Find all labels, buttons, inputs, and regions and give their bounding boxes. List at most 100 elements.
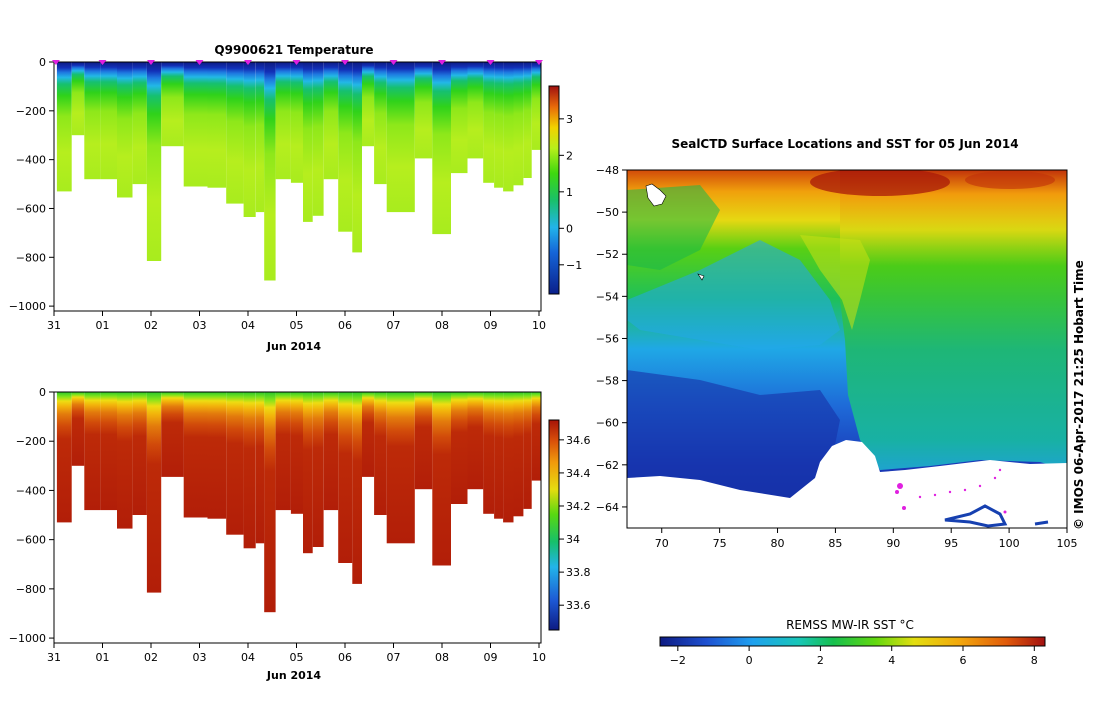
profile-column bbox=[303, 392, 313, 554]
profile-column bbox=[255, 62, 265, 213]
profile-column bbox=[312, 62, 324, 216]
x-tick-label: 31 bbox=[47, 319, 61, 332]
y-tick-label: −800 bbox=[16, 583, 46, 596]
profile-marker bbox=[244, 60, 252, 65]
profile-column bbox=[226, 392, 244, 535]
profile-column bbox=[338, 392, 353, 563]
x-tick-label: 07 bbox=[387, 319, 401, 332]
profile-column bbox=[467, 392, 484, 490]
colorbar-tick-label: 3 bbox=[566, 113, 573, 126]
colorbar-tick-label: 33.8 bbox=[566, 566, 591, 579]
map-y-axis: −48 −50 −52 −54 −56 −58 −60 −62 −64 bbox=[596, 164, 627, 514]
x-tick-label: 06 bbox=[338, 651, 352, 664]
colorbar-tick-label: 2 bbox=[566, 149, 573, 162]
profile-column bbox=[362, 62, 375, 147]
colorbar-tick-label: 34.4 bbox=[566, 467, 591, 480]
profile-column bbox=[207, 392, 227, 519]
temperature-x-label: Jun 2014 bbox=[266, 340, 322, 353]
salinity-x-label: Jun 2014 bbox=[266, 669, 322, 682]
profile-column bbox=[523, 62, 532, 178]
map-y-tick-label: −60 bbox=[596, 417, 619, 430]
profile-column bbox=[290, 62, 303, 183]
y-tick-label: −400 bbox=[16, 484, 46, 497]
profile-column bbox=[117, 62, 133, 198]
profile-column bbox=[352, 392, 362, 584]
x-tick-label: 07 bbox=[387, 651, 401, 664]
temperature-title: Q9900621 Temperature bbox=[214, 43, 373, 57]
map-x-tick-label: 90 bbox=[886, 537, 900, 550]
map-y-tick-label: −58 bbox=[596, 375, 619, 388]
profile-markers bbox=[51, 60, 543, 65]
profile-column bbox=[132, 62, 147, 185]
colorbar-tick-label: 34 bbox=[566, 533, 580, 546]
x-tick-label: 04 bbox=[241, 319, 255, 332]
y-tick-label: −200 bbox=[16, 435, 46, 448]
profile-column bbox=[323, 392, 339, 511]
profile-column bbox=[84, 62, 101, 180]
salinity-profiles bbox=[56, 392, 541, 613]
profile-column bbox=[451, 392, 468, 504]
profile-column bbox=[362, 392, 375, 477]
x-tick-label: 05 bbox=[290, 319, 304, 332]
sst-colorbar-tick-label: −2 bbox=[670, 654, 686, 667]
profile-column bbox=[275, 62, 291, 180]
profile-column bbox=[338, 62, 353, 232]
sst-colorbar-ticks: −2 0 2 4 6 8 bbox=[670, 646, 1038, 667]
profile-column bbox=[117, 392, 133, 529]
colorbar-tick-label: 34.2 bbox=[566, 500, 591, 513]
profile-column bbox=[161, 392, 184, 477]
profile-marker bbox=[147, 60, 155, 65]
y-tick-label: 0 bbox=[39, 56, 46, 69]
x-tick-label: 09 bbox=[484, 319, 498, 332]
profile-marker bbox=[486, 60, 495, 65]
y-tick-label: −600 bbox=[16, 534, 46, 547]
x-tick-label: 10 bbox=[532, 319, 546, 332]
profile-column bbox=[146, 62, 162, 261]
map-plot-frame bbox=[626, 169, 1068, 529]
temperature-x-axis: 31 01 02 03 04 05 06 07 08 09 10 bbox=[47, 311, 546, 332]
colorbar-tick-label: 1 bbox=[566, 186, 573, 199]
profile-column bbox=[255, 392, 265, 544]
profile-column bbox=[243, 392, 256, 549]
y-tick-label: −1000 bbox=[9, 632, 46, 645]
profile-column bbox=[323, 62, 339, 180]
profile-column bbox=[207, 62, 227, 188]
profile-column bbox=[243, 62, 256, 217]
profile-column bbox=[513, 392, 524, 517]
profile-column bbox=[146, 392, 162, 593]
profile-column bbox=[432, 62, 451, 235]
map-y-tick-label: −56 bbox=[596, 332, 619, 345]
y-tick-label: −400 bbox=[16, 154, 46, 167]
temperature-profiles bbox=[56, 62, 541, 281]
profile-column bbox=[432, 392, 451, 566]
x-tick-label: 01 bbox=[96, 651, 110, 664]
salinity-panel: 0 −200 −400 −600 −800 −1000 31 01 02 03 04 05 06 07 0… bbox=[9, 386, 591, 682]
map-x-tick-label: 105 bbox=[1057, 537, 1078, 550]
x-tick-label: 04 bbox=[241, 651, 255, 664]
sst-colorbar bbox=[659, 636, 1046, 647]
profile-marker bbox=[535, 60, 543, 65]
profile-column bbox=[494, 62, 504, 188]
x-tick-label: 08 bbox=[435, 651, 449, 664]
profile-column bbox=[84, 392, 101, 511]
sst-colorbar-tick-label: 0 bbox=[746, 654, 753, 667]
profile-column bbox=[513, 62, 524, 186]
x-tick-label: 03 bbox=[193, 651, 207, 664]
map-x-tick-label: 100 bbox=[999, 537, 1020, 550]
profile-column bbox=[183, 62, 208, 187]
profile-column bbox=[374, 392, 387, 515]
profile-column bbox=[467, 62, 484, 159]
map-x-axis: 70 75 80 85 90 95 100 105 bbox=[655, 528, 1078, 550]
y-tick-label: −800 bbox=[16, 251, 46, 264]
profile-column bbox=[374, 62, 387, 185]
map-x-tick-label: 95 bbox=[944, 537, 958, 550]
x-tick-label: 02 bbox=[144, 319, 158, 332]
map-y-tick-label: −50 bbox=[596, 206, 619, 219]
temperature-y-axis: 0 −200 −400 −600 −800 −1000 bbox=[9, 56, 54, 313]
salinity-y-axis: 0 −200 −400 −600 −800 −1000 bbox=[9, 386, 54, 645]
colorbar-tick-label: 33.6 bbox=[566, 599, 591, 612]
profile-marker bbox=[389, 60, 398, 65]
profile-column bbox=[71, 62, 85, 136]
profile-marker bbox=[292, 60, 301, 65]
